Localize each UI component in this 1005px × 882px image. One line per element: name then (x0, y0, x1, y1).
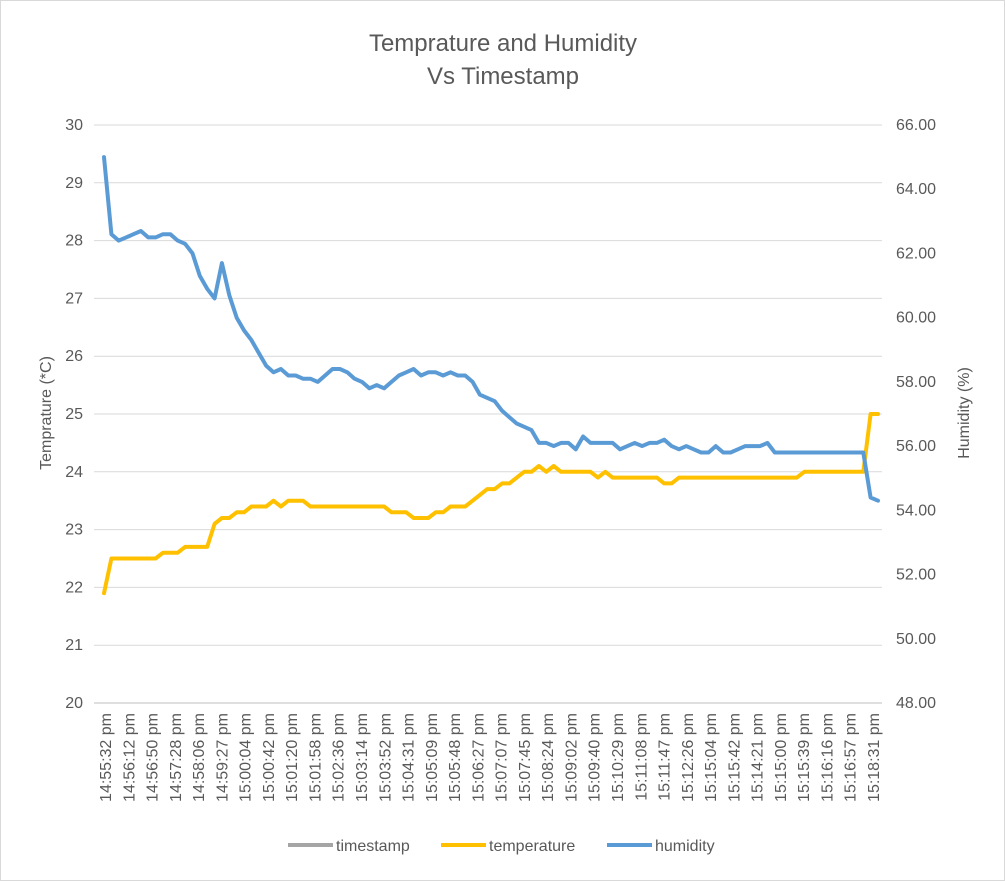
left-tick-label: 28 (65, 233, 83, 250)
x-tick-label: 15:01:58 pm (307, 713, 324, 802)
x-tick-label: 15:16:57 pm (843, 713, 860, 802)
left-tick-label: 20 (65, 695, 83, 712)
x-tick-label: 15:09:40 pm (587, 713, 604, 802)
left-axis-ticks: 20 21 22 23 24 25 26 27 28 29 30 (65, 117, 83, 712)
left-tick-label: 30 (65, 117, 83, 134)
x-tick-label: 15:07:07 pm (494, 713, 511, 802)
x-tick-label: 15:06:27 pm (470, 713, 487, 802)
x-tick-label: 14:58:06 pm (191, 713, 208, 802)
x-tick-label: 15:15:04 pm (703, 713, 720, 802)
right-tick-label: 56.00 (896, 438, 936, 455)
right-tick-label: 50.00 (896, 631, 936, 648)
right-tick-label: 62.00 (896, 245, 936, 262)
right-tick-label: 64.00 (896, 181, 936, 198)
x-tick-label: 15:09:02 pm (563, 713, 580, 802)
x-tick-label: 15:15:39 pm (796, 713, 813, 802)
x-tick-label: 14:56:12 pm (121, 713, 138, 802)
x-tick-label: 14:57:28 pm (168, 713, 185, 802)
left-tick-label: 21 (65, 637, 83, 654)
x-tick-label: 15:05:48 pm (447, 713, 464, 802)
right-tick-label: 60.00 (896, 310, 936, 327)
series-line-temperature (102, 412, 880, 596)
series-layer (102, 155, 880, 596)
chart-title-line-2: Vs Timestamp (427, 63, 579, 90)
x-tick-label: 15:04:31 pm (401, 713, 418, 802)
left-tick-label: 25 (65, 406, 83, 423)
left-tick-label: 23 (65, 522, 83, 539)
x-tick-label: 15:03:14 pm (354, 713, 371, 802)
x-tick-label: 14:55:32 pm (98, 713, 115, 802)
right-tick-label: 48.00 (896, 695, 936, 712)
left-tick-label: 29 (65, 175, 83, 192)
left-tick-label: 26 (65, 348, 83, 365)
x-tick-label: 15:12:26 pm (680, 713, 697, 802)
right-axis-ticks: 48.00 50.00 52.00 54.00 56.00 58.00 60.00 62.00… (896, 117, 936, 712)
x-tick-label: 15:02:36 pm (331, 713, 348, 802)
x-tick-label: 14:59:27 pm (214, 713, 231, 802)
right-tick-label: 54.00 (896, 502, 936, 519)
x-tick-label: 15:11:47 pm (657, 713, 674, 801)
x-tick-label: 14:56:50 pm (145, 713, 162, 802)
left-tick-label: 22 (65, 579, 83, 596)
chart-title-line-1: Temprature and Humidity (369, 30, 637, 57)
x-axis-ticks: 14:55:32 pm 14:56:12 pm 14:56:50 pm 14:57:2… (98, 713, 883, 802)
right-axis-title: Humidity (%) (956, 367, 973, 459)
legend-label-humidity: humidity (655, 838, 715, 855)
left-tick-label: 24 (65, 464, 83, 481)
x-tick-label: 15:15:42 pm (726, 713, 743, 802)
x-tick-label: 15:14:21 pm (750, 713, 767, 802)
x-tick-label: 15:00:42 pm (261, 713, 278, 802)
right-tick-label: 58.00 (896, 374, 936, 391)
x-tick-label: 15:16:16 pm (819, 713, 836, 802)
x-tick-label: 15:03:52 pm (377, 713, 394, 802)
legend: timestamp temperature humidity (288, 838, 715, 855)
legend-label-temperature: temperature (489, 838, 575, 855)
x-tick-label: 15:10:29 pm (610, 713, 627, 802)
series-line-humidity (102, 155, 880, 503)
x-tick-label: 15:11:08 pm (633, 713, 650, 801)
right-tick-label: 52.00 (896, 567, 936, 584)
x-tick-label: 15:01:20 pm (284, 713, 301, 802)
chart-title: Temprature and Humidity Vs Timestamp (369, 30, 637, 90)
x-tick-label: 15:18:31 pm (866, 713, 883, 802)
x-tick-label: 15:15:00 pm (773, 713, 790, 802)
left-tick-label: 27 (65, 290, 83, 307)
x-tick-label: 15:05:09 pm (424, 713, 441, 802)
left-axis-title: Temprature (*C) (38, 356, 55, 470)
right-tick-label: 66.00 (896, 117, 936, 134)
legend-label-timestamp: timestamp (336, 838, 410, 855)
x-tick-label: 15:07:45 pm (517, 713, 534, 802)
x-tick-label: 15:08:24 pm (540, 713, 557, 802)
gridlines (94, 124, 882, 704)
x-tick-label: 15:00:04 pm (238, 713, 255, 802)
